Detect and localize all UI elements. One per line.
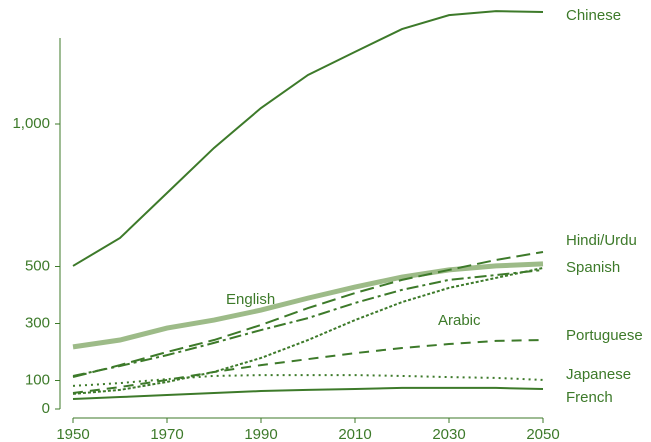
series-label: Hindi/Urdu <box>566 232 637 249</box>
series-label: English <box>226 291 275 308</box>
series-line <box>72 339 544 395</box>
series-label: Chinese <box>566 7 621 24</box>
y-tick-label: 300 <box>25 314 50 331</box>
series-label: Spanish <box>566 259 620 276</box>
y-tick-label: 100 <box>25 371 50 388</box>
x-tick-label: 2030 <box>432 426 465 442</box>
x-tick-label: 1990 <box>244 426 277 442</box>
series-line <box>72 250 544 379</box>
series-label: Japanese <box>566 366 631 383</box>
series-line <box>72 374 544 387</box>
y-tick-label: 0 <box>42 400 50 417</box>
series-label: Portuguese <box>566 327 643 344</box>
series-line <box>72 386 544 401</box>
series-line <box>72 10 544 267</box>
y-tick-label: 1,000 <box>12 115 50 132</box>
x-tick-label: 1950 <box>56 426 89 442</box>
series-label: Arabic <box>438 312 481 329</box>
series-label: French <box>566 389 613 406</box>
series-line <box>72 261 544 350</box>
x-tick-label: 1970 <box>150 426 183 442</box>
series-line <box>72 266 544 395</box>
y-tick-label: 500 <box>25 257 50 274</box>
series-line <box>72 268 544 377</box>
x-tick-label: 2050 <box>526 426 559 442</box>
x-tick-label: 2010 <box>338 426 371 442</box>
